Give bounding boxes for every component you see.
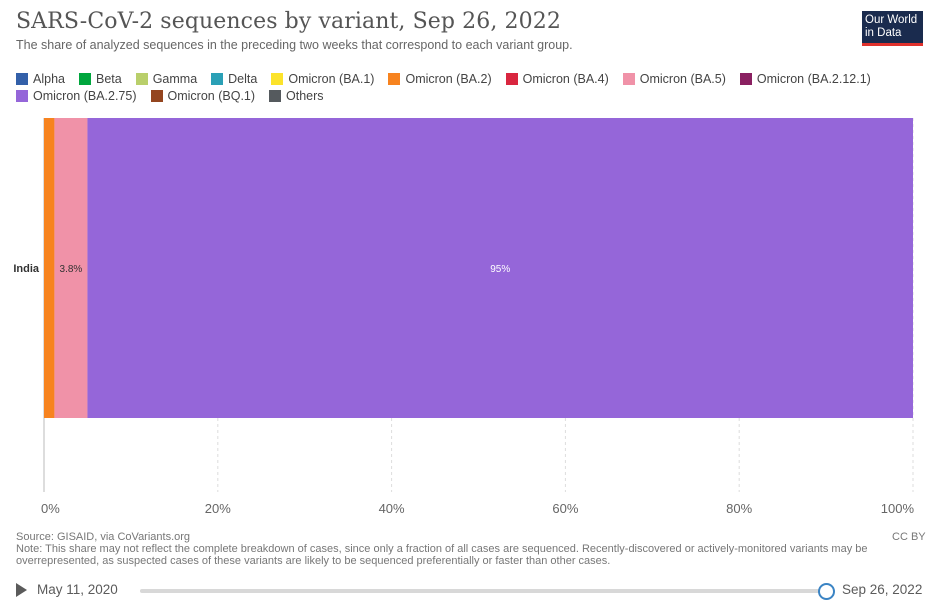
legend-label: Delta	[228, 71, 258, 86]
legend-swatch	[269, 89, 282, 102]
chart-subtitle: The share of analyzed sequences in the p…	[16, 38, 573, 52]
owid-logo[interactable]: Our World in Data	[862, 11, 923, 46]
legend-swatch	[150, 89, 163, 102]
legend-item[interactable]: Omicron (BA.5)	[622, 71, 726, 86]
legend-swatch	[16, 72, 28, 85]
x-tick-label: 20%	[205, 501, 231, 516]
legend-swatch	[135, 72, 148, 85]
legend-label: Omicron (BA.2.12.1)	[756, 71, 871, 86]
legend: Alpha Beta Gamma Delta Omicron (BA.1) Omicron…	[16, 70, 916, 104]
legend-label: Beta	[95, 71, 122, 86]
legend-label: Gamma	[152, 71, 198, 86]
note-text-1: Note: This share may not reflect the com…	[16, 543, 868, 555]
legend-item[interactable]: Omicron (BA.4)	[505, 71, 609, 86]
legend-item[interactable]: Omicron (BA.2.12.1)	[739, 71, 871, 86]
legend-item[interactable]: Omicron (BQ.1)	[150, 88, 256, 103]
note-text-2: overrepresented, as suspected cases of t…	[16, 555, 611, 567]
legend-swatch	[78, 72, 91, 85]
category-label: India	[13, 263, 40, 275]
timeline-end-date: Sep 26, 2022	[842, 582, 923, 597]
legend-swatch	[622, 72, 635, 85]
legend-label: Omicron (BA.2)	[405, 71, 492, 86]
x-tick-label: 80%	[726, 501, 752, 516]
legend-row: Alpha Beta Gamma Delta Omicron (BA.1) Omicron…	[16, 70, 916, 87]
bar-segment	[44, 118, 55, 418]
legend-label: Omicron (BA.2.75)	[33, 88, 137, 103]
legend-swatch	[271, 72, 284, 85]
x-tick-label: 100%	[881, 501, 915, 516]
legend-label: Others	[286, 88, 324, 103]
license-link[interactable]: CC BY	[892, 531, 926, 543]
legend-item[interactable]: Alpha	[16, 72, 65, 86]
legend-item[interactable]: Omicron (BA.2)	[388, 71, 492, 86]
x-tick-label: 40%	[379, 501, 405, 516]
footer: Source: GISAID, via CoVariants.org Note:…	[16, 531, 896, 567]
bar-chart: 0% 20% 40% 60% 80% 100% India 3.8% 95%	[13, 118, 915, 516]
logo-line-1: Our World	[865, 14, 918, 26]
legend-label: Omicron (BA.5)	[639, 71, 726, 86]
legend-swatch	[739, 72, 752, 85]
legend-row: Omicron (BA.2.75) Omicron (BQ.1) Others	[16, 87, 916, 104]
legend-item[interactable]: Omicron (BA.1)	[271, 72, 374, 86]
logo-line-2: in Data	[865, 27, 902, 39]
legend-item[interactable]: Omicron (BA.2.75)	[16, 89, 137, 103]
timeline: May 11, 2020 Sep 26, 2022	[16, 580, 924, 600]
data-label: 95%	[490, 264, 510, 275]
legend-swatch	[211, 72, 224, 85]
x-tick-label: 60%	[552, 501, 578, 516]
timeline-track[interactable]	[140, 589, 824, 593]
legend-item[interactable]: Gamma	[135, 71, 198, 86]
bar-segment	[54, 118, 88, 418]
legend-swatch	[388, 72, 401, 85]
x-tick-label: 0%	[41, 501, 60, 516]
timeline-handle[interactable]	[818, 583, 835, 600]
legend-label: Omicron (BA.1)	[288, 71, 375, 86]
data-label: 3.8%	[60, 264, 83, 275]
legend-item[interactable]: Delta	[211, 72, 257, 86]
chart-title: SARS-CoV-2 sequences by variant, Sep 26,…	[16, 9, 561, 34]
play-icon[interactable]	[16, 583, 27, 597]
legend-item[interactable]: Others	[269, 89, 324, 103]
legend-label: Alpha	[33, 71, 65, 86]
legend-label: Omicron (BA.4)	[522, 71, 609, 86]
timeline-start-date: May 11, 2020	[37, 582, 118, 597]
legend-label: Omicron (BQ.1)	[167, 88, 256, 103]
legend-swatch	[16, 89, 28, 102]
legend-swatch	[505, 72, 518, 85]
source-text: Source: GISAID, via CoVariants.org	[16, 531, 191, 543]
legend-item[interactable]: Beta	[78, 71, 122, 86]
bar-segment	[87, 118, 913, 418]
